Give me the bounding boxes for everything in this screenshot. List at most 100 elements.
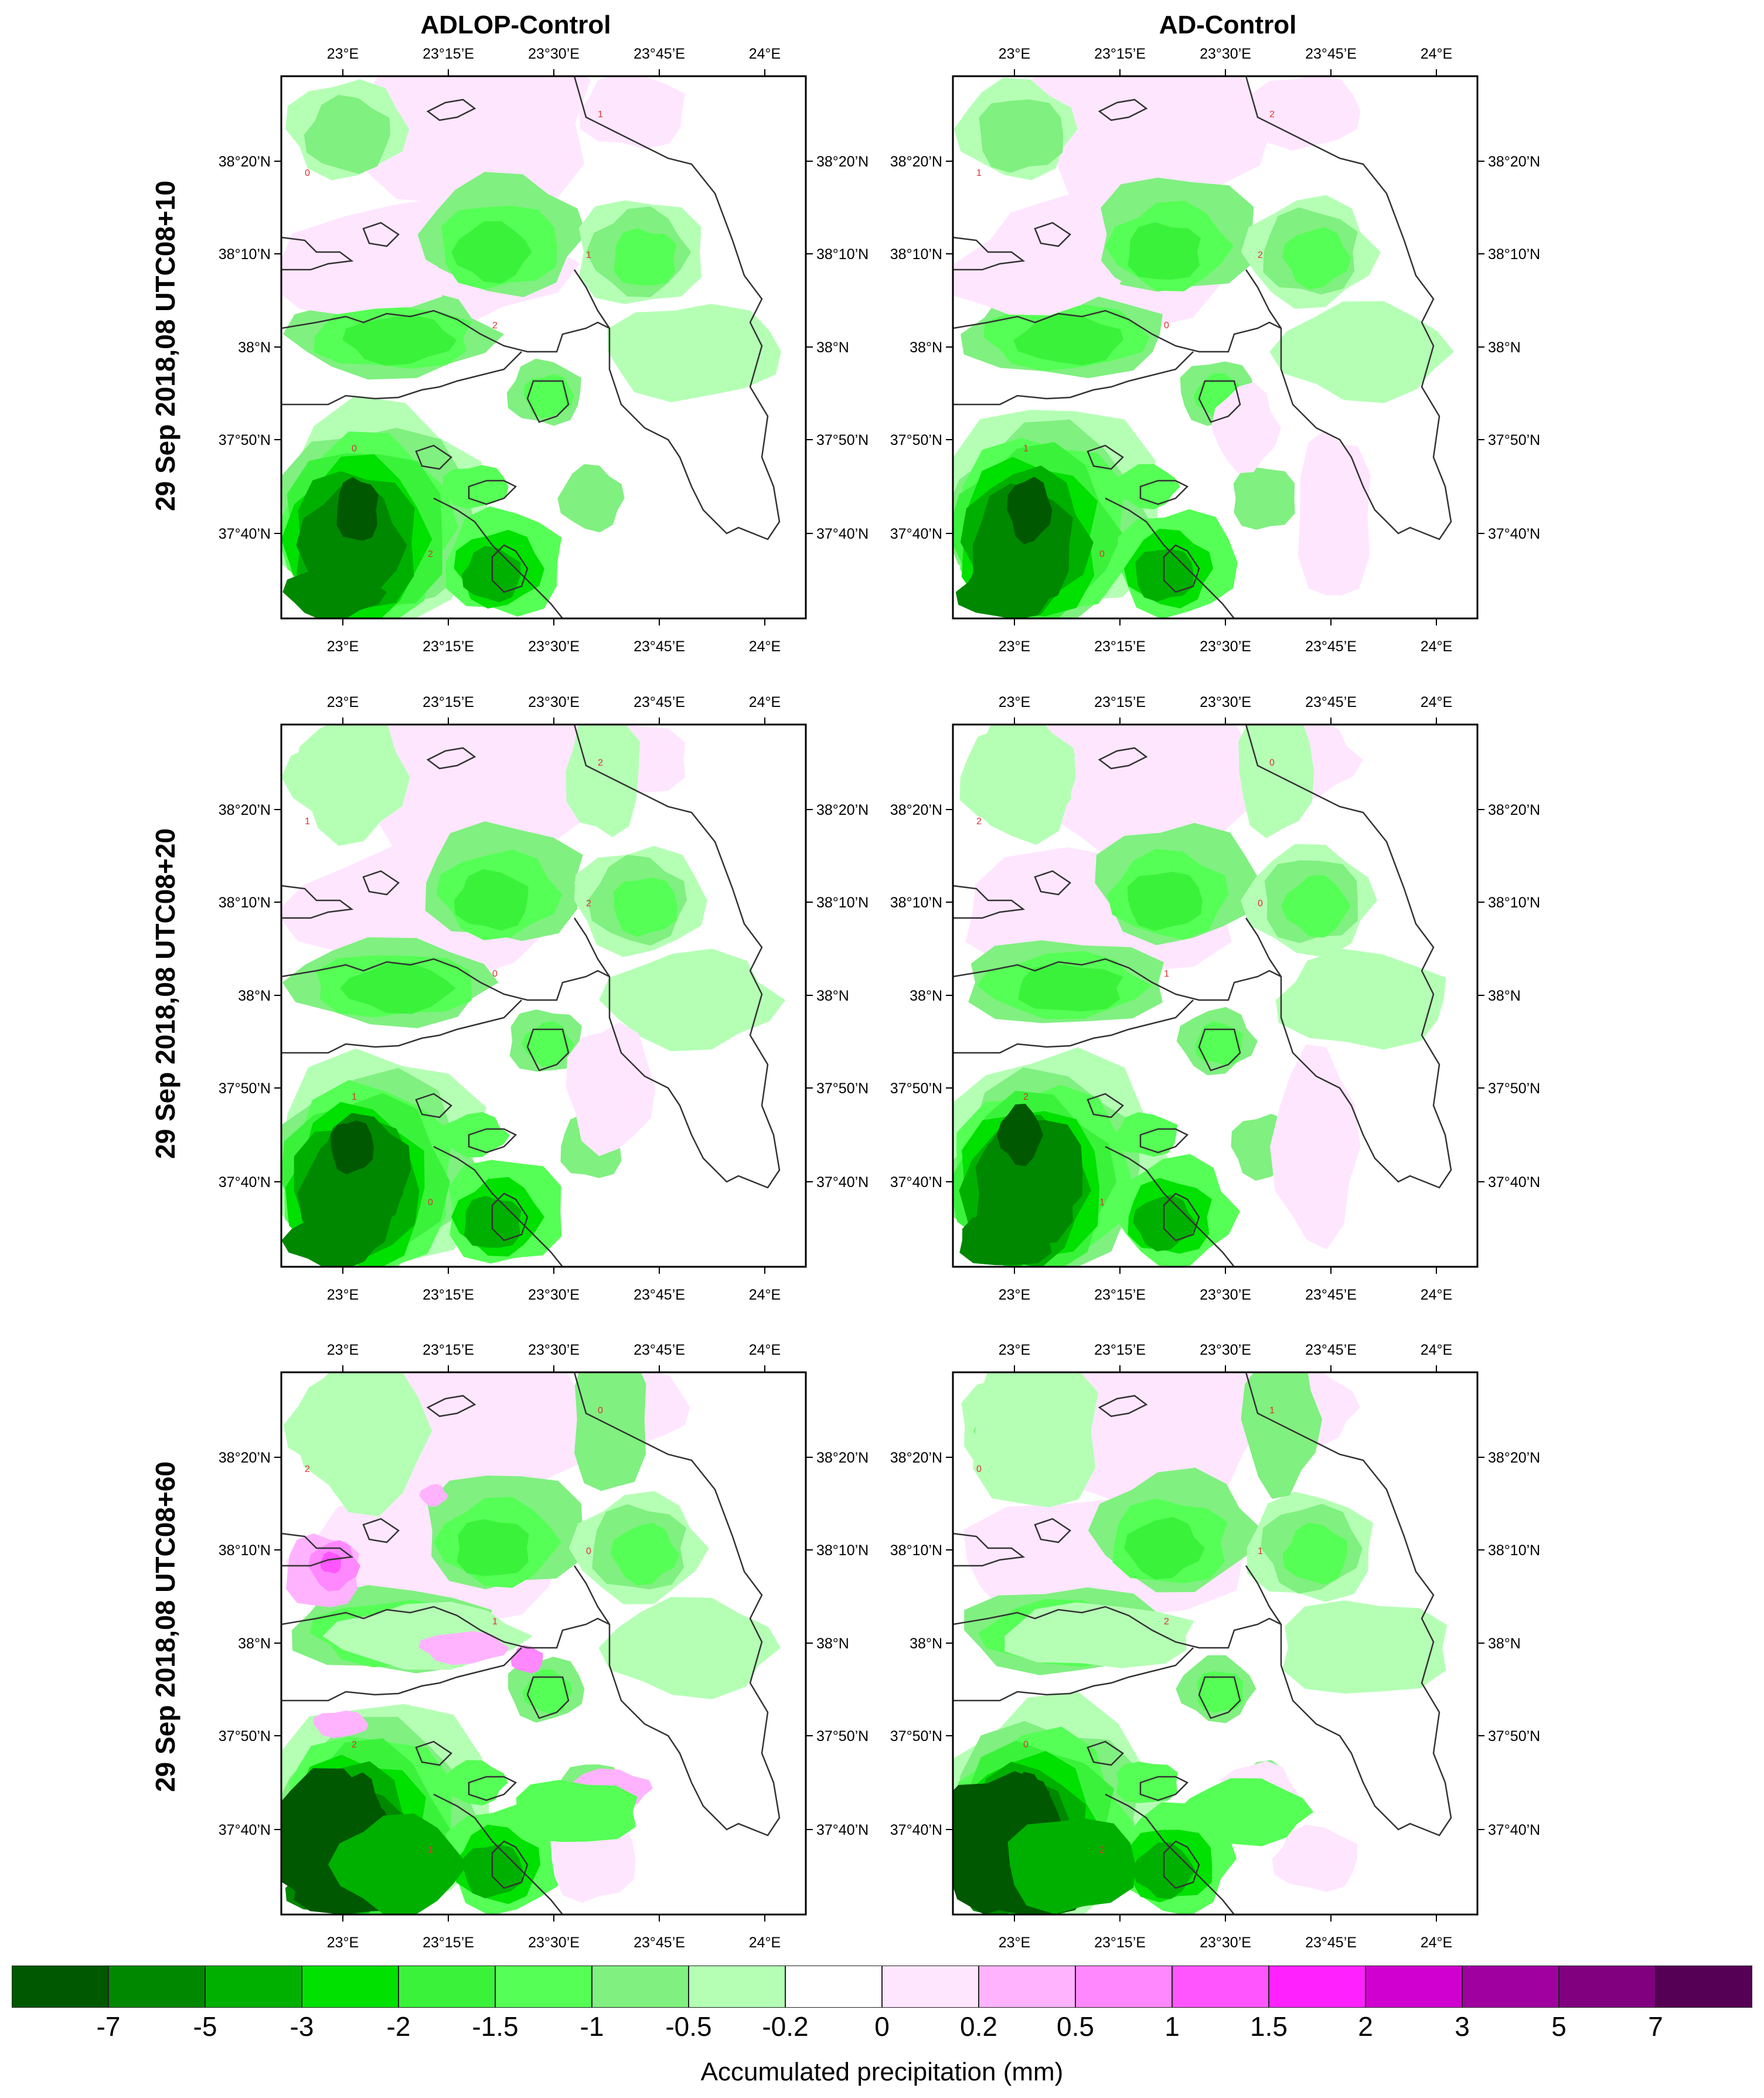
precipitation-region xyxy=(955,563,1053,618)
precipitation-region xyxy=(997,1103,1043,1167)
lat-tick-right: 37°50’N xyxy=(816,1728,869,1745)
contour-label: 1 xyxy=(598,110,603,120)
coastline xyxy=(1163,1840,1200,1889)
precipitation-region xyxy=(461,546,521,603)
coastline xyxy=(433,1793,563,1915)
precipitation-region xyxy=(1196,1021,1244,1066)
lon-tick-bottom: 23°15’E xyxy=(423,1934,474,1951)
lat-tick-right: 38°20’N xyxy=(816,1450,869,1466)
coastline xyxy=(953,885,1026,919)
coastline xyxy=(526,380,570,423)
precipitation-region xyxy=(966,725,1077,845)
precipitation-region xyxy=(1116,1762,1178,1803)
coastline xyxy=(281,310,610,353)
contour-label: 0 xyxy=(1258,899,1263,909)
contour-label: 2 xyxy=(1258,250,1263,260)
precipitation-region xyxy=(1113,1112,1178,1157)
lon-tick-bottom: 23°45’E xyxy=(634,1287,685,1303)
lat-tick-right: 38°N xyxy=(816,1635,849,1652)
coastline xyxy=(281,1647,522,1702)
coastline xyxy=(281,958,610,1001)
coastline xyxy=(281,351,522,406)
colorbar-swatch xyxy=(108,1966,206,2008)
coastline xyxy=(1034,1518,1071,1543)
precipitation-region xyxy=(557,464,625,533)
precipitation-region xyxy=(513,1780,638,1842)
column-title-adlop: ADLOP-Control xyxy=(420,11,611,39)
contour-label: 1 xyxy=(1269,1406,1275,1416)
column-title-ad: AD-Control xyxy=(1159,11,1297,39)
coastline xyxy=(1087,444,1124,470)
precipitation-region xyxy=(342,314,457,366)
contour-label: 0 xyxy=(586,1546,591,1556)
coastline xyxy=(953,310,1282,353)
lon-tick-bottom: 23°15’E xyxy=(423,638,474,655)
colorbar-swatch xyxy=(1558,1966,1657,2008)
lat-tick-right: 37°40’N xyxy=(1488,526,1540,542)
lat-tick-left: 38°10’N xyxy=(890,895,942,911)
precipitation-region xyxy=(1211,382,1281,474)
precipitation-region xyxy=(1269,301,1454,403)
lat-tick-right: 38°10’N xyxy=(816,1542,869,1559)
precipitation-region xyxy=(1282,227,1351,290)
lat-tick-left: 38°10’N xyxy=(219,1542,271,1559)
lon-tick-bottom: 24°E xyxy=(1421,1287,1452,1303)
colorbar xyxy=(12,1966,1752,2008)
colorbar-label: -1 xyxy=(580,2011,604,2042)
lat-tick-left: 38°10’N xyxy=(890,246,942,263)
lon-tick-bottom: 23°15’E xyxy=(1094,1287,1146,1303)
coastline xyxy=(1198,1028,1241,1072)
lat-tick-left: 38°10’N xyxy=(219,895,271,911)
lon-tick-bottom: 23°30’E xyxy=(528,1287,580,1303)
precipitation-region xyxy=(336,477,379,541)
lon-tick-top: 23°30’E xyxy=(1200,1342,1251,1358)
colorbar-swatch xyxy=(591,1966,690,2008)
precipitation-region xyxy=(360,76,591,212)
coastline xyxy=(491,544,529,593)
coastline xyxy=(1105,1145,1235,1267)
lon-tick-bottom: 23°E xyxy=(327,638,359,655)
precipitation-region xyxy=(281,1212,385,1267)
colorbar-title: Accumulated precipitation (mm) xyxy=(700,2058,1064,2086)
coastline xyxy=(468,1128,517,1154)
lat-tick-left: 37°50’N xyxy=(219,432,271,448)
lon-tick-bottom: 23°30’E xyxy=(528,638,580,655)
coastline xyxy=(491,1840,529,1889)
precipitation-region xyxy=(1007,1818,1136,1915)
coastline xyxy=(281,236,354,271)
lat-tick-right: 38°10’N xyxy=(1488,246,1540,263)
row-title-2: 29 Sep 2018,08 UTC08+20 xyxy=(150,828,181,1159)
precipitation-region xyxy=(1282,1600,1448,1694)
lon-tick-bottom: 24°E xyxy=(1421,638,1452,655)
coastline xyxy=(362,222,400,247)
colorbar-label: 7 xyxy=(1648,2011,1663,2042)
lon-tick-top: 23°45’E xyxy=(634,1342,685,1358)
coastline xyxy=(953,1647,1194,1702)
contour-label: 2 xyxy=(428,549,433,559)
coastline xyxy=(1034,870,1071,896)
coastline xyxy=(491,1192,529,1242)
lon-tick-top: 23°30’E xyxy=(528,694,580,710)
precipitation-region xyxy=(328,1813,468,1915)
coastline xyxy=(362,870,400,896)
lat-tick-left: 37°40’N xyxy=(890,1174,942,1191)
contour-label: 2 xyxy=(1099,1845,1105,1855)
lon-tick-top: 23°E xyxy=(999,694,1030,710)
colorbar-label: 0.5 xyxy=(1057,2011,1094,2042)
lon-tick-top: 23°15’E xyxy=(423,46,474,62)
precipitation-region xyxy=(1233,467,1295,530)
coastline xyxy=(1087,1740,1124,1766)
lat-tick-right: 37°40’N xyxy=(816,1822,869,1838)
precipitation-region xyxy=(361,725,593,864)
lon-tick-bottom: 23°45’E xyxy=(1305,638,1357,655)
coastline xyxy=(1098,747,1148,770)
lon-tick-top: 23°15’E xyxy=(1094,694,1146,710)
coastline xyxy=(433,497,563,618)
coastline xyxy=(953,351,1194,406)
contour-label: 2 xyxy=(492,321,498,331)
coastline xyxy=(1139,480,1189,505)
precipitation-region xyxy=(454,869,529,931)
contour-label: 0 xyxy=(1269,758,1275,768)
lon-tick-bottom: 24°E xyxy=(1421,1934,1452,1951)
colorbar-label: -3 xyxy=(290,2011,314,2042)
